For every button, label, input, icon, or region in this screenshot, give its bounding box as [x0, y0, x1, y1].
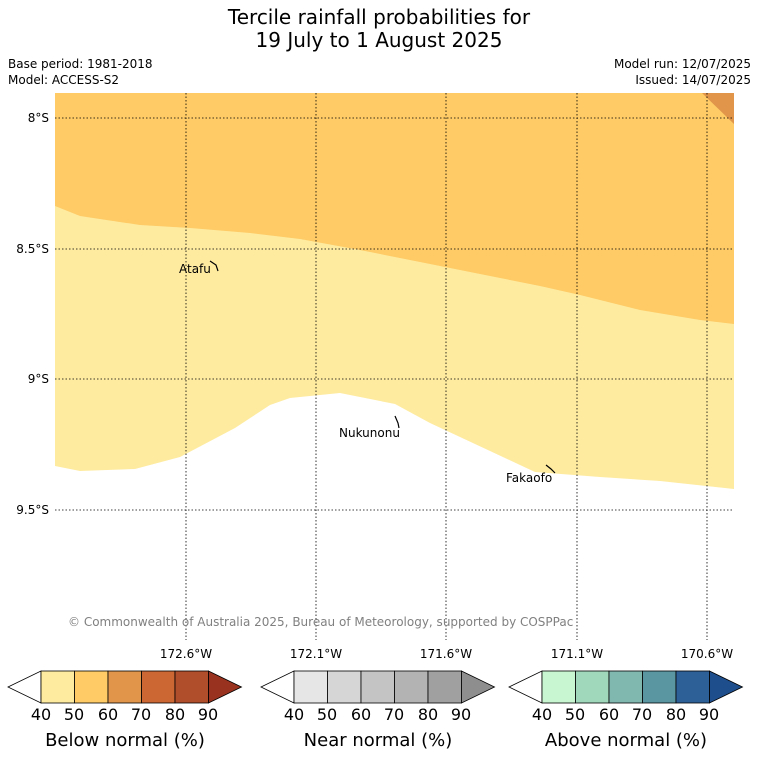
cbar-above-tick-40: 40	[531, 705, 553, 724]
cbar-above-tick-90: 90	[698, 705, 720, 724]
cbar-above-label: Above normal (%)	[544, 730, 708, 751]
cbar-below-tick-70: 70	[130, 705, 152, 724]
cbar-near-segment-1	[293, 670, 328, 704]
region-below-normal-70-80	[702, 93, 734, 124]
cbar-below-label: Below normal (%)	[45, 730, 205, 751]
cbar-below-high-extend	[208, 670, 243, 704]
cbar-near-tick-40: 40	[283, 705, 305, 724]
cbar-near-tick-50: 50	[316, 705, 338, 724]
cbar-near-label: Near normal (%)	[303, 730, 453, 751]
lat-label-9-5s: 9.5°S	[16, 503, 49, 517]
cbar-near-tick-60: 60	[350, 705, 372, 724]
cbar-below-segment-3	[107, 670, 142, 704]
cbar-below-tick-50: 50	[63, 705, 85, 724]
lat-label-8-5s: 8.5°S	[16, 242, 49, 256]
cbar-above-segment-4	[642, 670, 677, 704]
cbar-near-segment-4	[394, 670, 429, 704]
nukunonu-island-outline	[394, 415, 400, 429]
cbar-below-segment-5	[174, 670, 209, 704]
model-name: Model: ACCESS-S2	[8, 73, 120, 87]
copyright-text: © Commonwealth of Australia 2025, Bureau…	[68, 615, 573, 629]
cbar-above-tick-60: 60	[598, 705, 620, 724]
cbar-below-tick-60: 60	[97, 705, 119, 724]
place-label-atafu: Atafu	[179, 262, 211, 276]
meta-left: Base period: 1981-2018 Model: ACCESS-S2	[8, 56, 153, 88]
fakaofo-island-outline	[545, 464, 556, 474]
cbar-below-segment-4	[141, 670, 176, 704]
cbar-below-tick-80: 80	[164, 705, 186, 724]
cbar-above-segment-1	[541, 670, 576, 704]
cbar-above-segment-2	[575, 670, 610, 704]
issued-date: Issued: 14/07/2025	[635, 73, 751, 87]
cbar-below-tick-40: 40	[30, 705, 52, 724]
model-run: Model run: 12/07/2025	[613, 57, 751, 71]
atafu-island-outline	[209, 260, 219, 272]
title-line-1: Tercile rainfall probabilities for	[227, 5, 531, 29]
place-label-nukunonu: Nukunonu	[339, 426, 400, 440]
cbar-near-tick-90: 90	[450, 705, 472, 724]
lon-label-172-6w: 172.6°W	[160, 647, 212, 661]
region-below-normal-60-70	[55, 93, 734, 324]
cbar-near-segment-5	[427, 670, 462, 704]
lon-label-170-6w: 170.6°W	[681, 647, 733, 661]
cbar-near-segment-3	[360, 670, 395, 704]
cbar-near-high-extend	[461, 670, 496, 704]
cbar-above-segment-5	[675, 670, 710, 704]
cbar-near-low-extend	[260, 670, 295, 704]
cbar-near-segment-2	[327, 670, 362, 704]
cbar-above-low-extend	[508, 670, 543, 704]
lat-label-9s: 9°S	[28, 372, 49, 386]
meta-right: Model run: 12/07/2025 Issued: 14/07/2025	[614, 56, 751, 88]
cbar-near-tick-80: 80	[417, 705, 439, 724]
cbar-below-segment-2	[74, 670, 109, 704]
base-period: Base period: 1981-2018	[8, 57, 153, 71]
lon-label-171-6w: 171.6°W	[420, 647, 472, 661]
cbar-above-tick-70: 70	[631, 705, 653, 724]
cbar-above-segment-3	[608, 670, 643, 704]
cbar-above-tick-50: 50	[564, 705, 586, 724]
lat-label-8s: 8°S	[28, 111, 49, 125]
cbar-below-segment-1	[40, 670, 75, 704]
cbar-below-tick-90: 90	[197, 705, 219, 724]
cbar-below-low-extend	[7, 670, 42, 704]
lon-label-172-1w: 172.1°W	[290, 647, 342, 661]
cbar-near-tick-70: 70	[383, 705, 405, 724]
place-label-fakaofo: Fakaofo	[506, 471, 552, 485]
title-line-2: 19 July to 1 August 2025	[255, 28, 503, 52]
cbar-above-tick-80: 80	[665, 705, 687, 724]
cbar-above-high-extend	[709, 670, 744, 704]
gridlines	[55, 93, 734, 640]
lon-label-171-1w: 171.1°W	[551, 647, 603, 661]
colorbars	[7, 670, 744, 704]
